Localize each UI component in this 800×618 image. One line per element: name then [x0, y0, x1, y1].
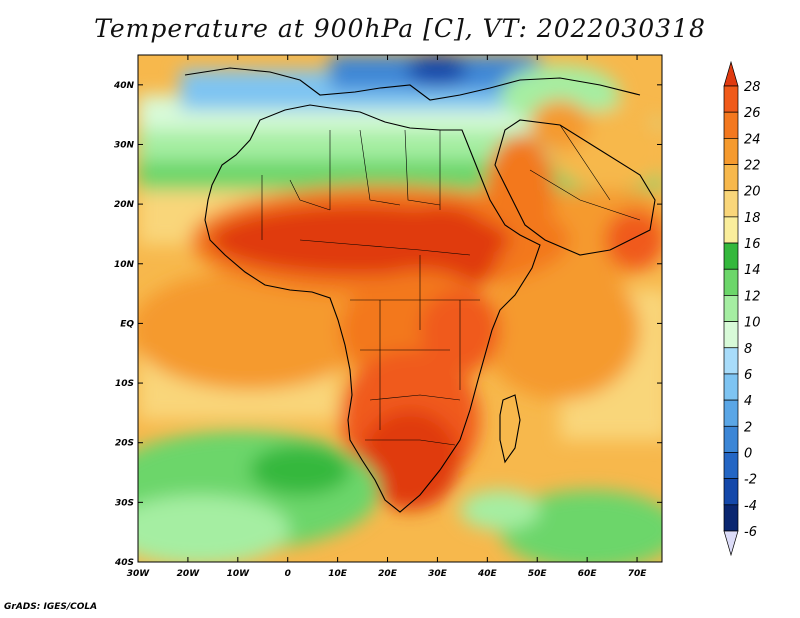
lat-tick-label: 40S [114, 558, 134, 568]
colorbar-segment [723, 85, 739, 113]
temperature-map: 30W 20W 10W 0 10E 20E 30E 40E 50E 60E 70E 40N30N20… [113, 54, 761, 579]
colorbar-label: 8 [744, 342, 752, 357]
plot-frame [137, 54, 663, 563]
lon-tick-label: 40E [477, 569, 498, 579]
lat-tick-label: 20S [115, 439, 134, 449]
colorbar-label: -2 [744, 473, 757, 488]
colorbar-segment [723, 138, 739, 165]
colorbar-label: -6 [744, 525, 757, 540]
colorbar-segment [723, 242, 739, 270]
colorbar-label: 10 [744, 316, 761, 331]
colorbar-segment [723, 216, 739, 244]
colorbar-segment [723, 452, 739, 479]
colorbar-label: 16 [744, 237, 761, 252]
colorbar-segment [723, 190, 739, 218]
colorbar-label: 0 [744, 446, 752, 461]
lon-tick-label: 0 [285, 569, 291, 579]
colorbar-segment [723, 295, 739, 322]
country-borders [261, 124, 641, 446]
lon-tick-label: 10E [328, 569, 348, 579]
lat-tick-label: EQ [120, 319, 134, 329]
colorbar-label: 2 [744, 420, 752, 435]
colorbar-label: 18 [744, 211, 761, 226]
colorbar-label: 26 [744, 106, 761, 121]
colorbar-label: -4 [744, 499, 757, 514]
lon-tick-label: 60E [578, 569, 598, 579]
colorbar-label: 22 [744, 159, 761, 174]
colorbar-segment [723, 373, 739, 401]
lon-tick-label: 30W [127, 569, 151, 579]
lon-tick-label: 10W [227, 569, 251, 579]
colorbar-label: 4 [744, 394, 752, 409]
colorbar-segment [723, 347, 739, 375]
lon-tick-label: 20E [378, 569, 398, 579]
lat-tick-label: 10S [115, 379, 134, 389]
colorbar-segment [723, 111, 739, 139]
lon-tick-label: 20W [177, 569, 201, 579]
colorbar-label: 24 [744, 132, 761, 147]
colorbar-segment [723, 425, 739, 453]
grads-credit: GrADS: IGES/COLA [4, 602, 98, 612]
lon-tick-label: 30E [428, 569, 448, 579]
map-title: Temperature at 900hPa [C], VT: 202203031… [94, 14, 706, 43]
colorbar-label: 14 [744, 263, 761, 278]
longitude-ticks: 30W 20W 10W 0 10E 20E 30E 40E 50E 60E 70E [127, 55, 647, 579]
colorbar-label: 20 [744, 185, 761, 200]
colorbar-label: 6 [744, 368, 752, 383]
lat-tick-label: 20N [114, 200, 135, 210]
colorbar-label: 12 [744, 289, 761, 304]
colorbar-arrow-bottom [723, 530, 739, 557]
colorbar-segment [723, 478, 739, 506]
lat-tick-label: 10N [114, 260, 135, 270]
colorbar-segment [723, 321, 739, 349]
colorbar-arrow-top [723, 60, 739, 87]
lon-tick-label: 70E [628, 569, 648, 579]
temperature-field [138, 55, 662, 562]
colorbar-segment [723, 504, 739, 532]
colorbar-segment [723, 268, 739, 296]
latitude-ticks: 40N 30N 20N 10N EQ 10S 20S 30S 40S [113, 81, 662, 568]
lon-tick-label: 50E [528, 569, 548, 579]
lat-tick-label: 30N [114, 140, 135, 150]
colorbar-segment [723, 164, 739, 192]
lat-tick-label: 30S [115, 498, 134, 508]
coastlines [184, 67, 656, 513]
colorbar-segment [723, 399, 739, 427]
lat-tick-label: 40N [113, 81, 135, 91]
colorbar-label: 28 [744, 80, 761, 95]
